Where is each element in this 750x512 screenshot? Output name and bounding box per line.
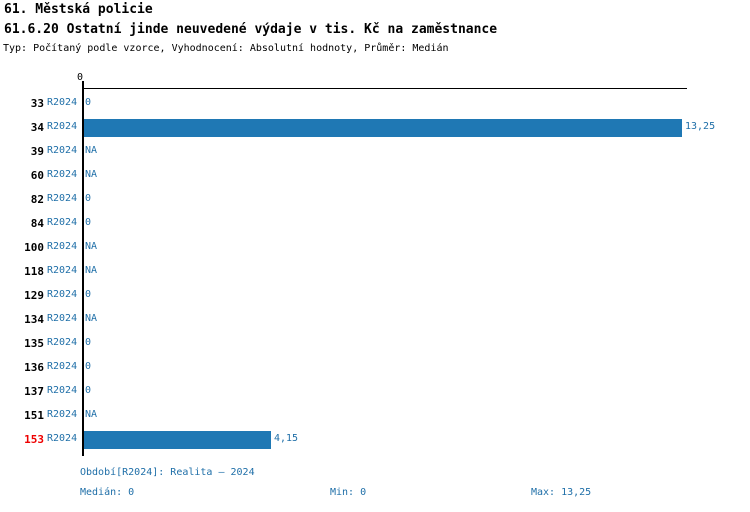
row-id-label: 134	[24, 313, 44, 326]
row-period-label: R2024	[47, 241, 78, 252]
bar-value-label: 0	[85, 337, 92, 348]
row-period-label: R2024	[47, 289, 78, 300]
row-id-label: 39	[30, 145, 44, 158]
row-period-label: R2024	[47, 121, 78, 132]
stat-max: Max: 13,25	[531, 487, 592, 498]
row-id-label: 60	[30, 169, 44, 182]
row-period-label: R2024	[47, 217, 78, 228]
legend-period: Období[R2024]: Realita – 2024	[80, 467, 255, 478]
row-period-label: R2024	[47, 265, 78, 276]
row-id-label: 34	[30, 121, 44, 134]
table-row[interactable]: 34 R2024 13,25	[0, 116, 750, 140]
row-id-label: 136	[24, 361, 44, 374]
bar-value-label: 0	[85, 193, 92, 204]
row-id-label: 135	[24, 337, 44, 350]
bar-value-label: 0	[85, 361, 92, 372]
bar-value-label: NA	[85, 409, 98, 420]
row-period-label: R2024	[47, 337, 78, 348]
chart-parameters: Typ: Počítaný podle vzorce, Vyhodnocení:…	[3, 43, 449, 54]
bar-value-label: NA	[85, 145, 98, 156]
bar[interactable]	[84, 119, 682, 137]
bar-value-label: 0	[85, 289, 92, 300]
row-period-label: R2024	[47, 361, 78, 372]
row-period-label: R2024	[47, 169, 78, 180]
bar-value-label: 0	[85, 385, 92, 396]
bar-value-label: NA	[85, 265, 98, 276]
bar-value-label: NA	[85, 169, 98, 180]
row-id-label: 33	[30, 97, 44, 110]
row-period-label: R2024	[47, 409, 78, 420]
table-row[interactable]: 134 R2024 NA	[0, 308, 750, 332]
table-row[interactable]: 151 R2024 NA	[0, 404, 750, 428]
page-title: 61. Městská policie	[4, 2, 153, 17]
table-row[interactable]: 82 R2024 0	[0, 188, 750, 212]
bar-value-label: 13,25	[685, 121, 716, 132]
table-row[interactable]: 60 R2024 NA	[0, 164, 750, 188]
row-period-label: R2024	[47, 97, 78, 108]
table-row[interactable]: 84 R2024 0	[0, 212, 750, 236]
bar-value-label: NA	[85, 313, 98, 324]
bar-value-label: 4,15	[274, 433, 299, 444]
row-id-label: 118	[24, 265, 44, 278]
bar-value-label: NA	[85, 241, 98, 252]
row-id-label: 84	[30, 217, 44, 230]
table-row[interactable]: 153 R2024 4,15	[0, 428, 750, 452]
row-period-label: R2024	[47, 433, 78, 444]
row-id-label: 82	[30, 193, 44, 206]
bar[interactable]	[84, 431, 271, 449]
table-row[interactable]: 100 R2024 NA	[0, 236, 750, 260]
table-row[interactable]: 137 R2024 0	[0, 380, 750, 404]
row-period-label: R2024	[47, 193, 78, 204]
stat-median: Medián: 0	[80, 487, 135, 498]
table-row[interactable]: 33 R2024 0	[0, 92, 750, 116]
table-row[interactable]: 135 R2024 0	[0, 332, 750, 356]
chart-subtitle: 61.6.20 Ostatní jinde neuvedené výdaje v…	[4, 22, 498, 37]
row-id-label: 129	[24, 289, 44, 302]
axis-zero-tick-label: 0	[77, 72, 84, 83]
axis-top-line	[83, 88, 687, 89]
table-row[interactable]: 118 R2024 NA	[0, 260, 750, 284]
table-row[interactable]: 136 R2024 0	[0, 356, 750, 380]
table-row[interactable]: 39 R2024 NA	[0, 140, 750, 164]
table-row[interactable]: 129 R2024 0	[0, 284, 750, 308]
row-id-label: 153	[24, 433, 44, 446]
row-id-label: 100	[24, 241, 44, 254]
stat-min: Min: 0	[330, 487, 367, 498]
row-period-label: R2024	[47, 385, 78, 396]
row-period-label: R2024	[47, 145, 78, 156]
row-period-label: R2024	[47, 313, 78, 324]
bar-value-label: 0	[85, 97, 92, 108]
row-id-label: 137	[24, 385, 44, 398]
row-id-label: 151	[24, 409, 44, 422]
axis-vertical-line	[82, 81, 84, 456]
bar-value-label: 0	[85, 217, 92, 228]
